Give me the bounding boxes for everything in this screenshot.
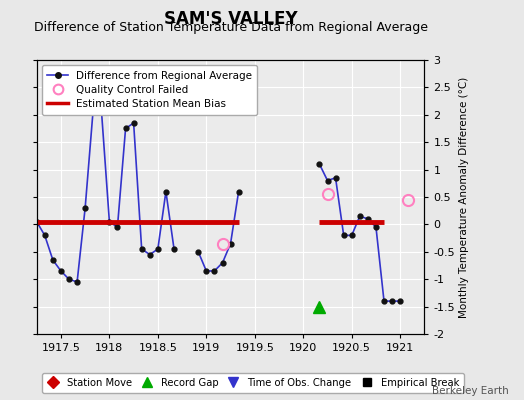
Text: Difference of Station Temperature Data from Regional Average: Difference of Station Temperature Data f… (34, 21, 428, 34)
Legend: Station Move, Record Gap, Time of Obs. Change, Empirical Break: Station Move, Record Gap, Time of Obs. C… (42, 373, 464, 393)
Text: Berkeley Earth: Berkeley Earth (432, 386, 508, 396)
Text: SAM'S VALLEY: SAM'S VALLEY (163, 10, 298, 28)
Y-axis label: Monthly Temperature Anomaly Difference (°C): Monthly Temperature Anomaly Difference (… (459, 76, 470, 318)
